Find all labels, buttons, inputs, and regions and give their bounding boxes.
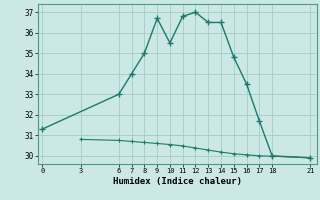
X-axis label: Humidex (Indice chaleur): Humidex (Indice chaleur) bbox=[113, 177, 242, 186]
